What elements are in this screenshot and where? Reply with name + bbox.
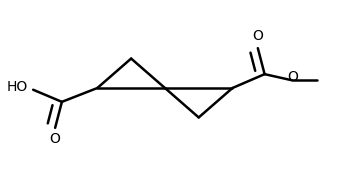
- Text: HO: HO: [7, 80, 28, 94]
- Text: O: O: [50, 132, 61, 146]
- Text: O: O: [252, 29, 263, 43]
- Text: O: O: [287, 70, 298, 84]
